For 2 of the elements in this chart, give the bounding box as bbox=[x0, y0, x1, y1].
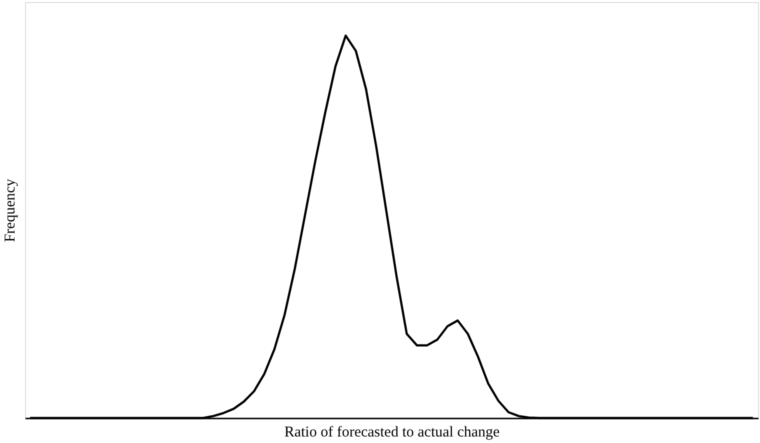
x-axis-title: Ratio of forecasted to actual change bbox=[284, 424, 500, 440]
y-axis-title: Frequency bbox=[2, 178, 18, 242]
